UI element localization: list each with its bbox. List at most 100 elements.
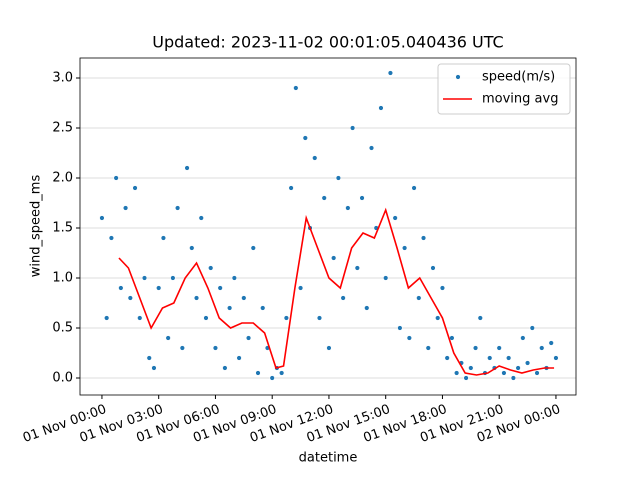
scatter-point <box>539 345 545 351</box>
legend-marker <box>455 74 461 80</box>
scatter-point <box>316 315 323 321</box>
scatter-point <box>108 235 115 241</box>
scatter-point <box>472 345 479 351</box>
chart-title: Updated: 2023-11-02 00:01:05.040436 UTC <box>152 33 503 52</box>
scatter-point <box>278 370 285 376</box>
scatter-point <box>335 175 342 181</box>
scatter-point <box>553 355 559 361</box>
scatter-point <box>411 185 417 191</box>
scatter-point <box>420 235 427 241</box>
scatter-point <box>368 145 375 151</box>
y-tick-label: 2.0 <box>52 171 73 186</box>
scatter-point <box>174 205 181 211</box>
scatter-point <box>302 135 308 141</box>
scatter-point <box>127 295 134 301</box>
scatter-point <box>179 345 186 351</box>
scatter-point <box>293 85 299 91</box>
scatter-point <box>250 245 256 251</box>
scatter-point <box>463 375 469 381</box>
scatter-point <box>208 265 214 271</box>
scatter-point <box>132 185 138 191</box>
scatter-point <box>137 315 143 321</box>
scatter-point <box>406 335 413 341</box>
legend: speed(m/s) moving avg <box>437 63 571 115</box>
scatter-point <box>425 345 431 351</box>
scatter-point <box>288 185 294 191</box>
scatter-point <box>122 205 129 211</box>
scatter-point <box>260 305 266 311</box>
scatter-point <box>349 125 356 131</box>
scatter-point <box>226 305 233 311</box>
scatter-point <box>245 335 252 341</box>
scatter-point <box>534 370 540 376</box>
scatter-point <box>340 295 346 301</box>
scatter-point <box>345 205 351 211</box>
scatter-point <box>326 345 332 351</box>
y-tick-label: 1.0 <box>52 271 73 286</box>
x-axis-label: datetime <box>299 451 358 466</box>
scatter-point <box>453 370 460 376</box>
y-axis-label: wind_speed_ms <box>29 175 44 278</box>
scatter-point <box>118 285 124 291</box>
scatter-point <box>487 355 493 361</box>
scatter-point <box>364 305 370 311</box>
scatter-point <box>113 175 119 181</box>
scatter-point <box>212 345 219 351</box>
scatter-point <box>189 245 195 251</box>
legend-box <box>437 63 571 115</box>
scatter-point <box>222 365 228 371</box>
scatter-point <box>165 335 171 341</box>
scatter-point <box>236 355 242 361</box>
scatter-point <box>217 285 223 291</box>
scatter-point <box>170 275 176 281</box>
y-tick-label: 2.5 <box>52 121 73 136</box>
scatter-point <box>193 295 200 301</box>
y-tick-label: 0.0 <box>52 371 73 386</box>
scatter-point <box>141 275 148 281</box>
scatter-point <box>103 315 110 321</box>
scatter-point <box>330 255 337 261</box>
scatter-point <box>151 365 157 371</box>
scatter-point <box>359 195 365 201</box>
scatter-point <box>468 365 474 371</box>
scatter-point <box>435 315 441 321</box>
scatter-point <box>501 370 507 376</box>
scatter-point <box>520 335 526 341</box>
scatter-point <box>99 215 105 221</box>
moving-average-line <box>118 207 555 376</box>
scatter-point <box>387 70 394 76</box>
scatter-point <box>160 235 167 241</box>
scatter-point <box>430 265 436 271</box>
y-tick-label: 1.5 <box>52 221 73 236</box>
scatter-point <box>231 275 238 281</box>
scatter-point <box>496 345 502 351</box>
scatter-point <box>297 285 304 291</box>
scatter-point <box>382 275 389 281</box>
scatter-point <box>378 105 384 111</box>
scatter-point <box>392 215 398 221</box>
scatter-point <box>269 375 275 381</box>
scatter-point <box>548 340 554 346</box>
scatter-point <box>312 155 318 161</box>
scatter-point <box>198 215 204 221</box>
scatter-point <box>146 355 152 361</box>
scatter-point <box>524 360 531 366</box>
scatter-point <box>477 315 483 321</box>
scatter-point <box>321 195 327 201</box>
scatter-point <box>184 165 190 171</box>
scatter-point <box>439 285 446 291</box>
legend-label: speed(m/s) <box>482 70 555 85</box>
y-tick-label: 3.0 <box>52 71 73 86</box>
scatter-point <box>529 325 536 331</box>
scatter-point <box>510 375 517 381</box>
scatter-point <box>416 295 422 301</box>
scatter-point <box>354 265 361 271</box>
scatter-point <box>444 355 450 361</box>
scatter-point <box>505 355 512 361</box>
scatter-point <box>283 315 290 321</box>
scatter-point <box>255 370 261 376</box>
plot-frame <box>79 57 577 396</box>
scatter-point <box>401 245 408 251</box>
